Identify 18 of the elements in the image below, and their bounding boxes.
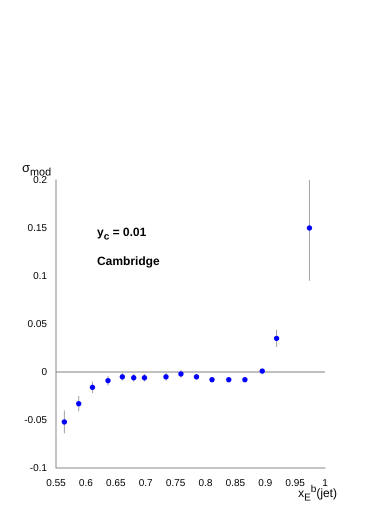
y-tick-label: -0.1 (30, 462, 48, 474)
y-tick-label: 0.05 (28, 318, 48, 330)
x-tick-label: 0.95 (285, 478, 306, 489)
annotation: y$_{c}$ = 0.01 (97, 225, 146, 242)
y-tick-label: -0.05 (24, 414, 48, 426)
x-tick-label: 1 (322, 478, 328, 489)
y-tick-label: 0.1 (33, 270, 48, 282)
x-tick-label: 0.75 (166, 478, 186, 489)
x-tick-label: 0.85 (226, 478, 246, 489)
y-tick-label: 0.15 (28, 222, 48, 234)
annotation: Cambridge (97, 254, 160, 268)
x-tick-label: 0.6 (78, 478, 94, 489)
x-tick-label: 0.65 (106, 478, 126, 489)
x-tick-label: 0.55 (46, 478, 66, 489)
x-tick-label: 0.8 (198, 478, 213, 489)
x-tick-label: 0.7 (138, 478, 154, 489)
y-tick-label: 0 (41, 366, 48, 378)
x-tick-label: 0.9 (258, 478, 273, 489)
